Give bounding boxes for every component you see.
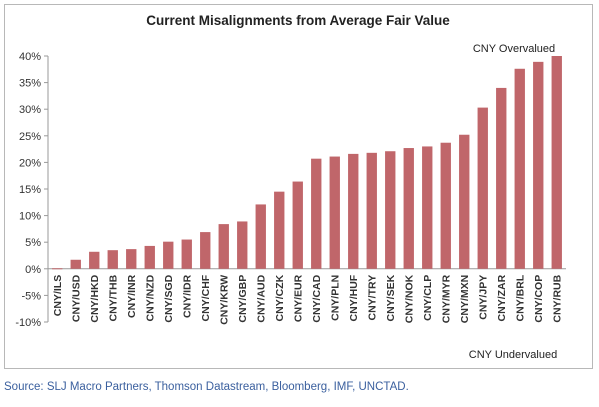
bar-cny-usd: [70, 259, 81, 269]
x-tick-label: CNY/SGD: [163, 274, 175, 322]
bar-cny-inr: [126, 249, 137, 269]
bar-cny-mxn: [459, 134, 470, 269]
x-tick-label: CNY/INR: [126, 274, 138, 318]
bar-cny-ils: [52, 268, 63, 270]
bar-cny-huf: [348, 153, 359, 269]
x-tick-label: CNY/IDR: [182, 274, 194, 318]
bar-cny-gbp: [237, 221, 248, 269]
x-tick-label: CNY/TRY: [367, 275, 379, 321]
x-tick-label: CNY/CAD: [311, 274, 323, 322]
x-tick-label: CNY/COP: [533, 275, 545, 323]
y-tick-label: 15%: [19, 184, 41, 196]
y-tick-label: 35%: [19, 78, 41, 90]
bars: [52, 56, 562, 270]
y-tick-label: 30%: [19, 104, 41, 116]
annotation-overvalued: CNY Overvalued: [473, 43, 555, 55]
x-tick-label: CNY/MXN: [459, 275, 471, 323]
x-tick-label: CNY/MYR: [441, 274, 453, 323]
x-tick-label: CNY/USD: [71, 274, 83, 322]
bar-cny-zar: [496, 87, 507, 269]
bar-cny-jpy: [477, 107, 488, 269]
x-tick-label: CNY/SEK: [385, 274, 397, 321]
chart-frame: [4, 4, 593, 369]
y-tick-label: 5%: [25, 237, 41, 249]
x-tick-label: CNY/HUF: [348, 274, 360, 321]
x-tick-label: CNY/NZD: [145, 274, 157, 321]
bar-cny-sek: [385, 151, 396, 269]
bar-cny-czk: [274, 191, 285, 269]
bar-cny-brl: [514, 68, 525, 269]
y-tick-label: 10%: [19, 211, 41, 223]
x-tick-label: CNY/JPY: [478, 275, 490, 320]
bar-cny-nok: [403, 148, 414, 269]
bar-cny-nzd: [144, 245, 155, 269]
bar-cny-idr: [181, 239, 192, 269]
x-tick-label: CNY/CLP: [422, 275, 434, 321]
x-tick-label: CNY/CZK: [274, 274, 286, 321]
bar-cny-sgd: [163, 241, 174, 269]
x-tick-label: CNY/ILS: [52, 275, 64, 316]
y-tick-label: -5%: [21, 290, 41, 302]
bar-cny-rub: [551, 56, 562, 269]
bar-cny-chf: [200, 232, 211, 269]
chart-title: Current Misalignments from Average Fair …: [146, 13, 450, 28]
x-tick-label: CNY/NOK: [404, 274, 416, 323]
y-tick-label: 25%: [19, 131, 41, 143]
x-tick-label: CNY/GBP: [237, 275, 249, 323]
x-tick-label: CNY/CHF: [200, 274, 212, 321]
y-tick-label: -10%: [15, 317, 41, 329]
bar-cny-clp: [422, 146, 433, 269]
x-axis: CNY/ILS CNY/USD CNY/HKD CNY/THB CNY/INR CNY/N…: [52, 274, 564, 325]
x-tick-label: CNY/AUD: [256, 274, 268, 322]
x-tick-label: CNY/EUR: [293, 274, 305, 322]
x-tick-label: CNY/KRW: [219, 275, 231, 325]
y-tick-label: 40%: [19, 51, 41, 63]
bar-cny-cop: [533, 61, 544, 269]
bar-cny-cad: [311, 158, 322, 269]
bar-chart: Current Misalignments from Average Fair …: [15, 13, 566, 361]
x-tick-label: CNY/BRL: [515, 274, 527, 321]
bar-cny-try: [366, 152, 377, 269]
x-tick-label: CNY/THB: [108, 274, 120, 321]
y-tick-label: 20%: [19, 157, 41, 169]
source-note: Source: SLJ Macro Partners, Thomson Data…: [4, 381, 409, 393]
bar-cny-myr: [440, 142, 451, 269]
x-tick-label: CNY/RUB: [552, 274, 564, 322]
bar-cny-hkd: [89, 251, 100, 269]
y-tick-label: 0%: [25, 264, 41, 276]
bar-cny-eur: [292, 181, 303, 269]
annotation-undervalued: CNY Undervalued: [469, 349, 557, 361]
x-tick-label: CNY/ZAR: [496, 274, 508, 321]
bar-cny-pln: [329, 156, 340, 269]
bar-cny-krw: [218, 224, 229, 269]
bar-cny-aud: [255, 204, 266, 269]
x-tick-label: CNY/HKD: [89, 274, 101, 322]
x-tick-label: CNY/PLN: [330, 275, 342, 321]
bar-cny-thb: [107, 250, 118, 269]
